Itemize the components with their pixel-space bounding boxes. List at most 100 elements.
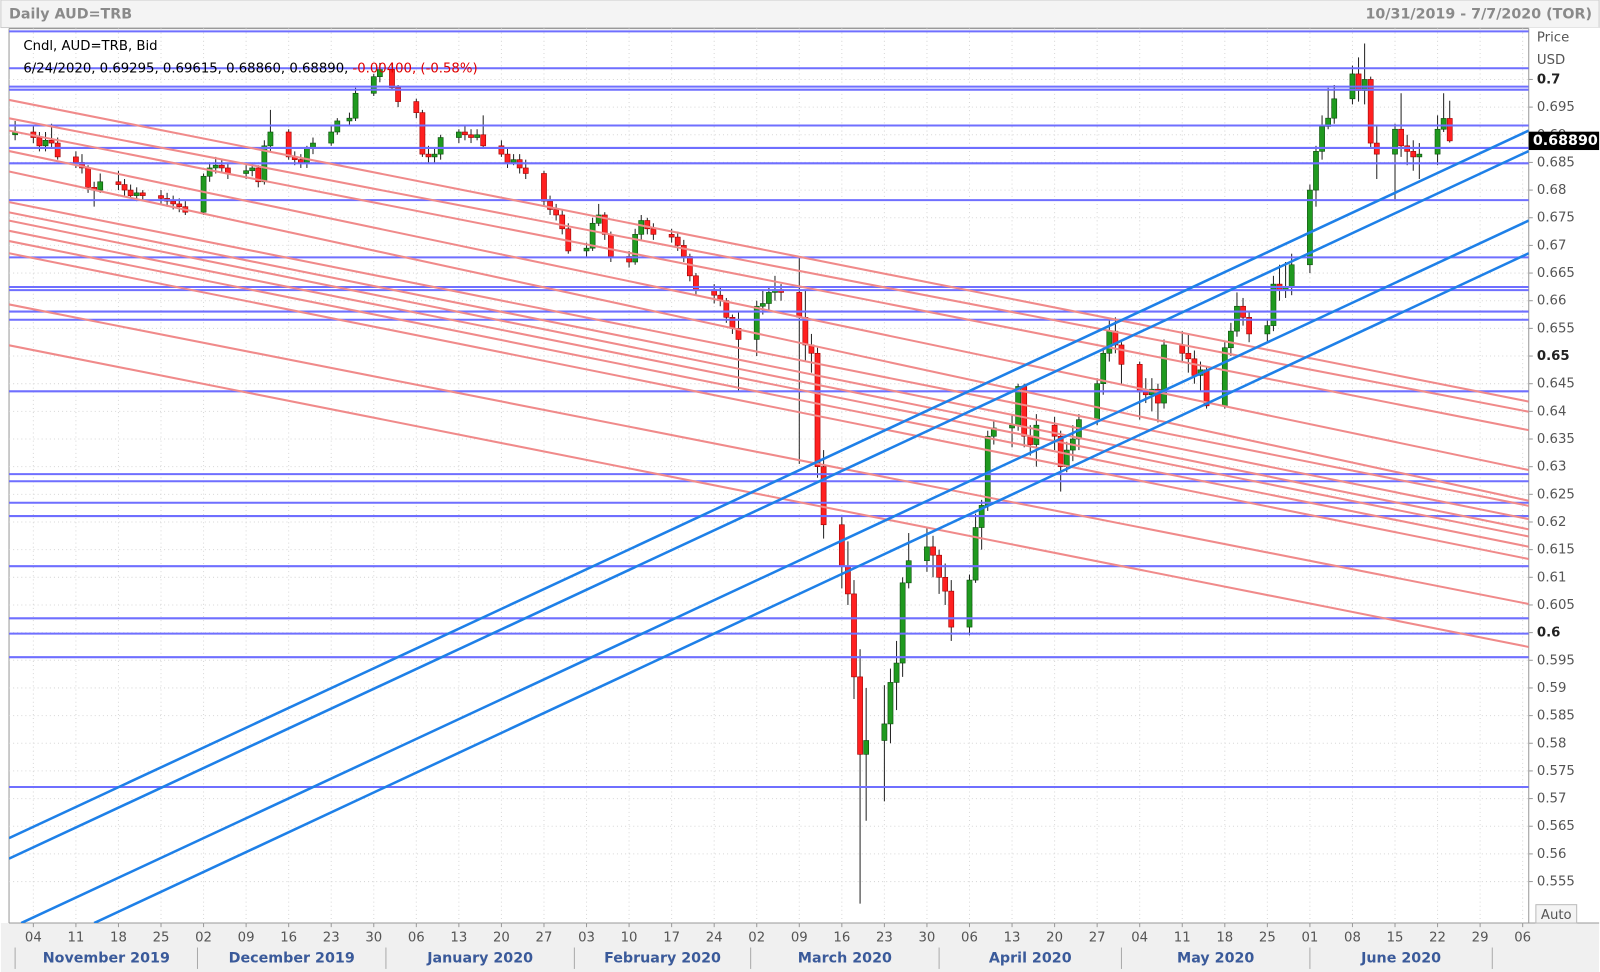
x-tick-label: 08 — [1344, 930, 1361, 945]
candle-body — [267, 131, 274, 147]
candle-body — [1246, 317, 1252, 335]
x-tick-label: 15 — [1387, 930, 1404, 945]
candle-body — [1118, 344, 1125, 365]
candle-body — [97, 181, 104, 191]
candle-body — [930, 546, 936, 556]
candle-body — [1410, 151, 1417, 158]
x-tick-label: 23 — [323, 930, 340, 945]
candle-body — [632, 234, 639, 263]
month-label: February 2020 — [604, 951, 721, 967]
candle-body — [638, 220, 645, 235]
candle-body — [437, 137, 444, 155]
y-tick-label: 0.685 — [1537, 155, 1575, 170]
resistance-line — [9, 117, 1529, 413]
candle-body — [924, 546, 930, 562]
candle-body — [1264, 325, 1271, 335]
x-tick-label: 18 — [1216, 930, 1233, 945]
candle-body — [285, 131, 292, 158]
candle-body — [820, 466, 827, 526]
y-tick-label: 0.565 — [1537, 819, 1575, 834]
candle-body — [881, 723, 888, 741]
y-tick-label: 0.625 — [1537, 487, 1575, 502]
candle-body — [1434, 128, 1441, 155]
candle-body — [1051, 424, 1058, 437]
candle-body — [370, 76, 377, 94]
axes: 0.555 0.56 0.565 0.57 0.575 0.58 0.585 0.59 0.59… — [14, 72, 1600, 969]
candle-body — [36, 137, 43, 147]
y-tick-label: 0.61 — [1537, 570, 1567, 585]
candle-body — [328, 131, 335, 144]
candle-body — [158, 195, 164, 199]
candle-body — [1367, 79, 1374, 144]
candle-body — [674, 236, 681, 246]
resistance-line — [9, 129, 1529, 432]
candle-body — [1228, 330, 1234, 349]
y-tick-label: 0.63 — [1537, 460, 1567, 475]
support-line — [9, 149, 1529, 860]
candle-body — [170, 200, 177, 205]
candle-body — [559, 214, 566, 230]
candle-body — [255, 167, 262, 183]
resistance-line — [9, 303, 1529, 605]
candle-body — [249, 167, 256, 172]
candle-body — [723, 300, 730, 318]
candle-body — [1142, 391, 1149, 396]
auto-label[interactable]: Auto — [1541, 908, 1572, 923]
candle-body — [893, 662, 900, 683]
candle-body — [851, 593, 857, 678]
candle-body — [1446, 118, 1453, 142]
header-bar — [0, 0, 1600, 29]
candle-body — [857, 676, 863, 755]
candle-body — [346, 117, 353, 122]
x-tick-label: 01 — [1301, 930, 1318, 945]
candle-body — [759, 303, 766, 307]
candle-body — [200, 175, 207, 213]
y-tick-label: 0.66 — [1537, 294, 1567, 309]
y-tick-label: 0.6 — [1537, 626, 1560, 641]
date-range: 10/31/2019 - 7/7/2020 (TOR) — [1365, 6, 1592, 22]
x-tick-label: 22 — [1429, 930, 1446, 945]
x-tick-label: 20 — [493, 930, 510, 945]
y-tick-label: 0.67 — [1537, 238, 1567, 253]
candle-body — [1288, 264, 1295, 288]
candle-body — [1161, 344, 1167, 404]
candle-body — [395, 87, 401, 102]
last-price-label: 0.68890 — [1533, 133, 1598, 149]
month-label: November 2019 — [43, 951, 170, 967]
y-tick-label: 0.655 — [1537, 321, 1575, 336]
candle-body — [1416, 153, 1423, 158]
candle-body — [474, 134, 480, 138]
x-tick-label: 06 — [408, 930, 425, 945]
candle-body — [218, 164, 225, 169]
candle-body — [905, 560, 912, 584]
y-tick-label: 0.585 — [1537, 709, 1575, 724]
resistance-line — [9, 229, 1529, 538]
candle-body — [802, 317, 809, 346]
x-tick-label: 10 — [621, 930, 638, 945]
resistance-line — [9, 344, 1529, 648]
candle-body — [1392, 128, 1398, 155]
candle-body — [413, 101, 420, 113]
x-tick-label: 06 — [1514, 930, 1531, 945]
candle-body — [1179, 344, 1186, 354]
x-tick-label: 09 — [791, 930, 808, 945]
x-tick-label: 02 — [195, 930, 212, 945]
candle-body — [510, 159, 517, 163]
candle-body — [1100, 352, 1107, 385]
month-label: March 2020 — [798, 951, 892, 967]
auto-button[interactable] — [1535, 904, 1578, 924]
resistance-line — [9, 211, 1529, 521]
candle-body — [468, 134, 474, 138]
candle-body — [504, 153, 511, 163]
candle-body — [133, 192, 140, 196]
candle-body — [735, 328, 742, 340]
candle-body — [650, 228, 657, 235]
candle-body — [1191, 358, 1198, 376]
candle-body — [419, 112, 426, 155]
candle-body — [212, 164, 219, 169]
candle-body — [48, 139, 55, 144]
candles — [12, 43, 1453, 904]
drawing-objects — [9, 30, 1529, 924]
candle-body — [1355, 73, 1362, 91]
